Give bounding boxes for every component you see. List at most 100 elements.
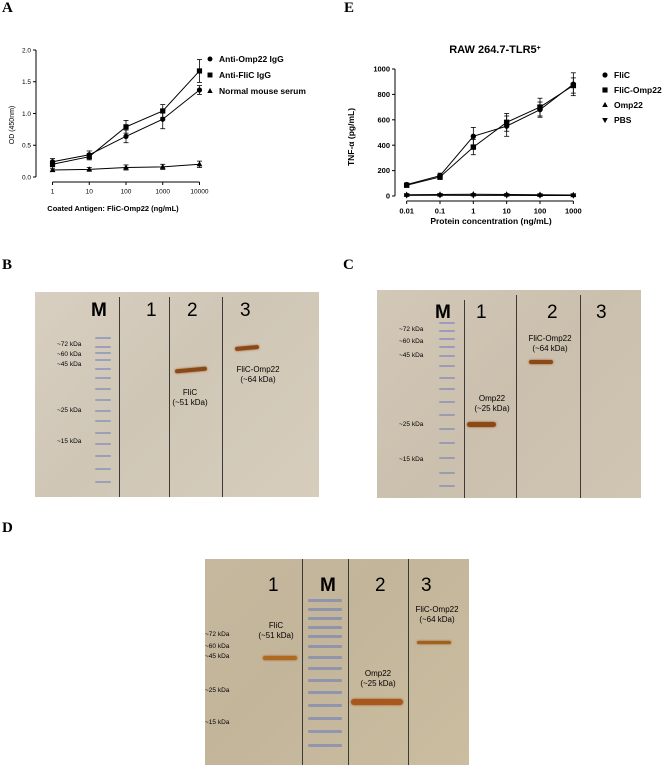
legend-marker bbox=[602, 72, 608, 78]
legend-marker bbox=[602, 117, 608, 124]
x-tick-label: 0.1 bbox=[435, 207, 445, 216]
lane-divider bbox=[119, 297, 120, 497]
legend-label: Anti-Omp22 IgG bbox=[219, 54, 284, 64]
legend-marker bbox=[207, 88, 213, 93]
data-point bbox=[537, 104, 543, 110]
mw-marker-72: ~72 kDa bbox=[399, 326, 424, 333]
band-label-flic-omp22: FliC-Omp22 (~64 kDa) bbox=[236, 365, 280, 384]
lane-label-2: 2 bbox=[375, 575, 386, 596]
y-tick-label: 1.0 bbox=[22, 111, 31, 118]
protein-band bbox=[417, 641, 451, 644]
data-point bbox=[49, 166, 56, 173]
mw-marker-60: ~60 kDa bbox=[205, 643, 230, 650]
lane-label-m: M bbox=[91, 300, 107, 321]
y-tick-label: 0 bbox=[386, 192, 390, 201]
protein-ladder bbox=[95, 337, 113, 487]
chart-a-odelisa: 0.0 0.5 1.0 1.5 2.0 1 10 100 1000 10000 Anti-Omp22… bbox=[9, 47, 306, 213]
data-point bbox=[160, 108, 166, 114]
y-tick-label: 2.0 bbox=[22, 47, 31, 54]
blot-d: 1 M 2 3 ~72 kDa ~60 kDa ~45 kDa ~25 kDa … bbox=[205, 559, 469, 765]
band-label-omp22: Omp22 (~25 kDa) bbox=[474, 394, 510, 413]
mw-marker-25: ~25 kDa bbox=[57, 407, 82, 414]
panel-letter-b: B bbox=[2, 257, 13, 273]
x-tick-label: 10000 bbox=[190, 189, 208, 196]
lane-divider bbox=[222, 297, 223, 497]
x-tick-label: 10 bbox=[86, 189, 94, 196]
blot-c: M 1 2 3 ~72 kDa ~60 kDa ~45 kDa ~25 kDa … bbox=[377, 290, 641, 498]
data-point bbox=[437, 174, 443, 180]
chart-a-xlabel: Coated Antigen: FliC-Omp22 (ng/mL) bbox=[47, 204, 179, 213]
legend-label: FliC bbox=[614, 70, 630, 80]
lane-label-1: 1 bbox=[146, 300, 157, 321]
y-tick-label: 400 bbox=[377, 141, 390, 150]
lane-divider bbox=[516, 295, 517, 498]
band-label-omp22: Omp22 (~25 kDa) bbox=[360, 669, 396, 688]
data-point bbox=[470, 144, 477, 150]
band-label-flic: FliC (~51 kDa) bbox=[172, 388, 208, 407]
chart-a-ylabel: OD (450nm) bbox=[9, 106, 16, 145]
y-tick-label: 0.5 bbox=[22, 143, 31, 150]
data-point bbox=[196, 161, 203, 167]
lane-label-3: 3 bbox=[596, 302, 607, 323]
panel-letter-c: C bbox=[343, 257, 354, 273]
data-point bbox=[196, 87, 203, 93]
chart-e-title: RAW 264.7-TLR5+ bbox=[449, 44, 541, 56]
chart-e-tnf: RAW 264.7-TLR5+ 0 200 400 600 800 1000 0.01 0.1… bbox=[346, 44, 662, 226]
mw-marker-25: ~25 kDa bbox=[399, 421, 424, 428]
x-tick-label: 100 bbox=[121, 189, 132, 196]
mw-marker-15: ~15 kDa bbox=[205, 719, 230, 726]
protein-ladder bbox=[439, 322, 457, 492]
band-label-flic: FliC (~51 kDa) bbox=[258, 621, 294, 640]
protein-band bbox=[234, 344, 260, 352]
x-tick-label: 10 bbox=[502, 207, 510, 216]
data-point bbox=[570, 193, 577, 199]
data-point bbox=[570, 82, 577, 89]
y-tick-label: 1.5 bbox=[22, 79, 31, 86]
mw-marker-72: ~72 kDa bbox=[57, 341, 82, 348]
y-tick-label: 600 bbox=[377, 115, 390, 124]
y-tick-label: 200 bbox=[377, 166, 390, 175]
data-point bbox=[159, 163, 166, 169]
data-point bbox=[403, 182, 410, 188]
data-point bbox=[470, 133, 477, 140]
mw-marker-60: ~60 kDa bbox=[57, 351, 82, 358]
lane-divider bbox=[302, 559, 303, 765]
panel-letter-e: E bbox=[344, 0, 355, 16]
mw-marker-15: ~15 kDa bbox=[399, 456, 424, 463]
data-point bbox=[123, 133, 129, 139]
panel-letter-d: D bbox=[2, 520, 13, 536]
data-point bbox=[503, 119, 510, 126]
chart-e-xlabel: Protein concentration (ng/mL) bbox=[430, 216, 552, 226]
x-tick-label: 1000 bbox=[565, 207, 582, 216]
lane-label-2: 2 bbox=[547, 302, 558, 323]
lane-divider bbox=[169, 297, 170, 497]
data-point bbox=[196, 68, 203, 74]
lane-label-m: M bbox=[435, 302, 451, 323]
y-tick-label: 1000 bbox=[373, 65, 390, 74]
x-tick-label: 100 bbox=[534, 207, 547, 216]
legend-marker bbox=[207, 72, 213, 78]
lane-label-3: 3 bbox=[240, 300, 251, 321]
lane-divider bbox=[348, 559, 349, 765]
lane-label-2: 2 bbox=[187, 300, 198, 321]
data-point bbox=[537, 193, 543, 199]
legend-marker bbox=[602, 87, 608, 93]
x-tick-label: 1 bbox=[471, 207, 475, 216]
x-tick-label: 1000 bbox=[156, 189, 171, 196]
data-point bbox=[86, 154, 92, 160]
data-point bbox=[123, 164, 129, 170]
legend-marker bbox=[602, 101, 608, 108]
legend-label: Normal mouse serum bbox=[219, 86, 306, 96]
series-line bbox=[406, 193, 574, 196]
blot-b: M 1 2 3 ~72 kDa ~60 kDa ~45 kDa ~25 kDa … bbox=[35, 292, 319, 497]
series-line bbox=[406, 83, 574, 186]
protein-band bbox=[351, 699, 403, 705]
legend-label: Omp22 bbox=[614, 100, 643, 110]
lane-divider bbox=[580, 295, 581, 498]
lane-divider bbox=[408, 559, 409, 765]
legend-marker bbox=[207, 56, 213, 62]
series-line bbox=[52, 70, 200, 165]
mw-marker-45: ~45 kDa bbox=[205, 653, 230, 660]
y-tick-label: 800 bbox=[377, 90, 390, 99]
chart-e-ylabel: TNF-α (pg/mL) bbox=[346, 108, 356, 166]
